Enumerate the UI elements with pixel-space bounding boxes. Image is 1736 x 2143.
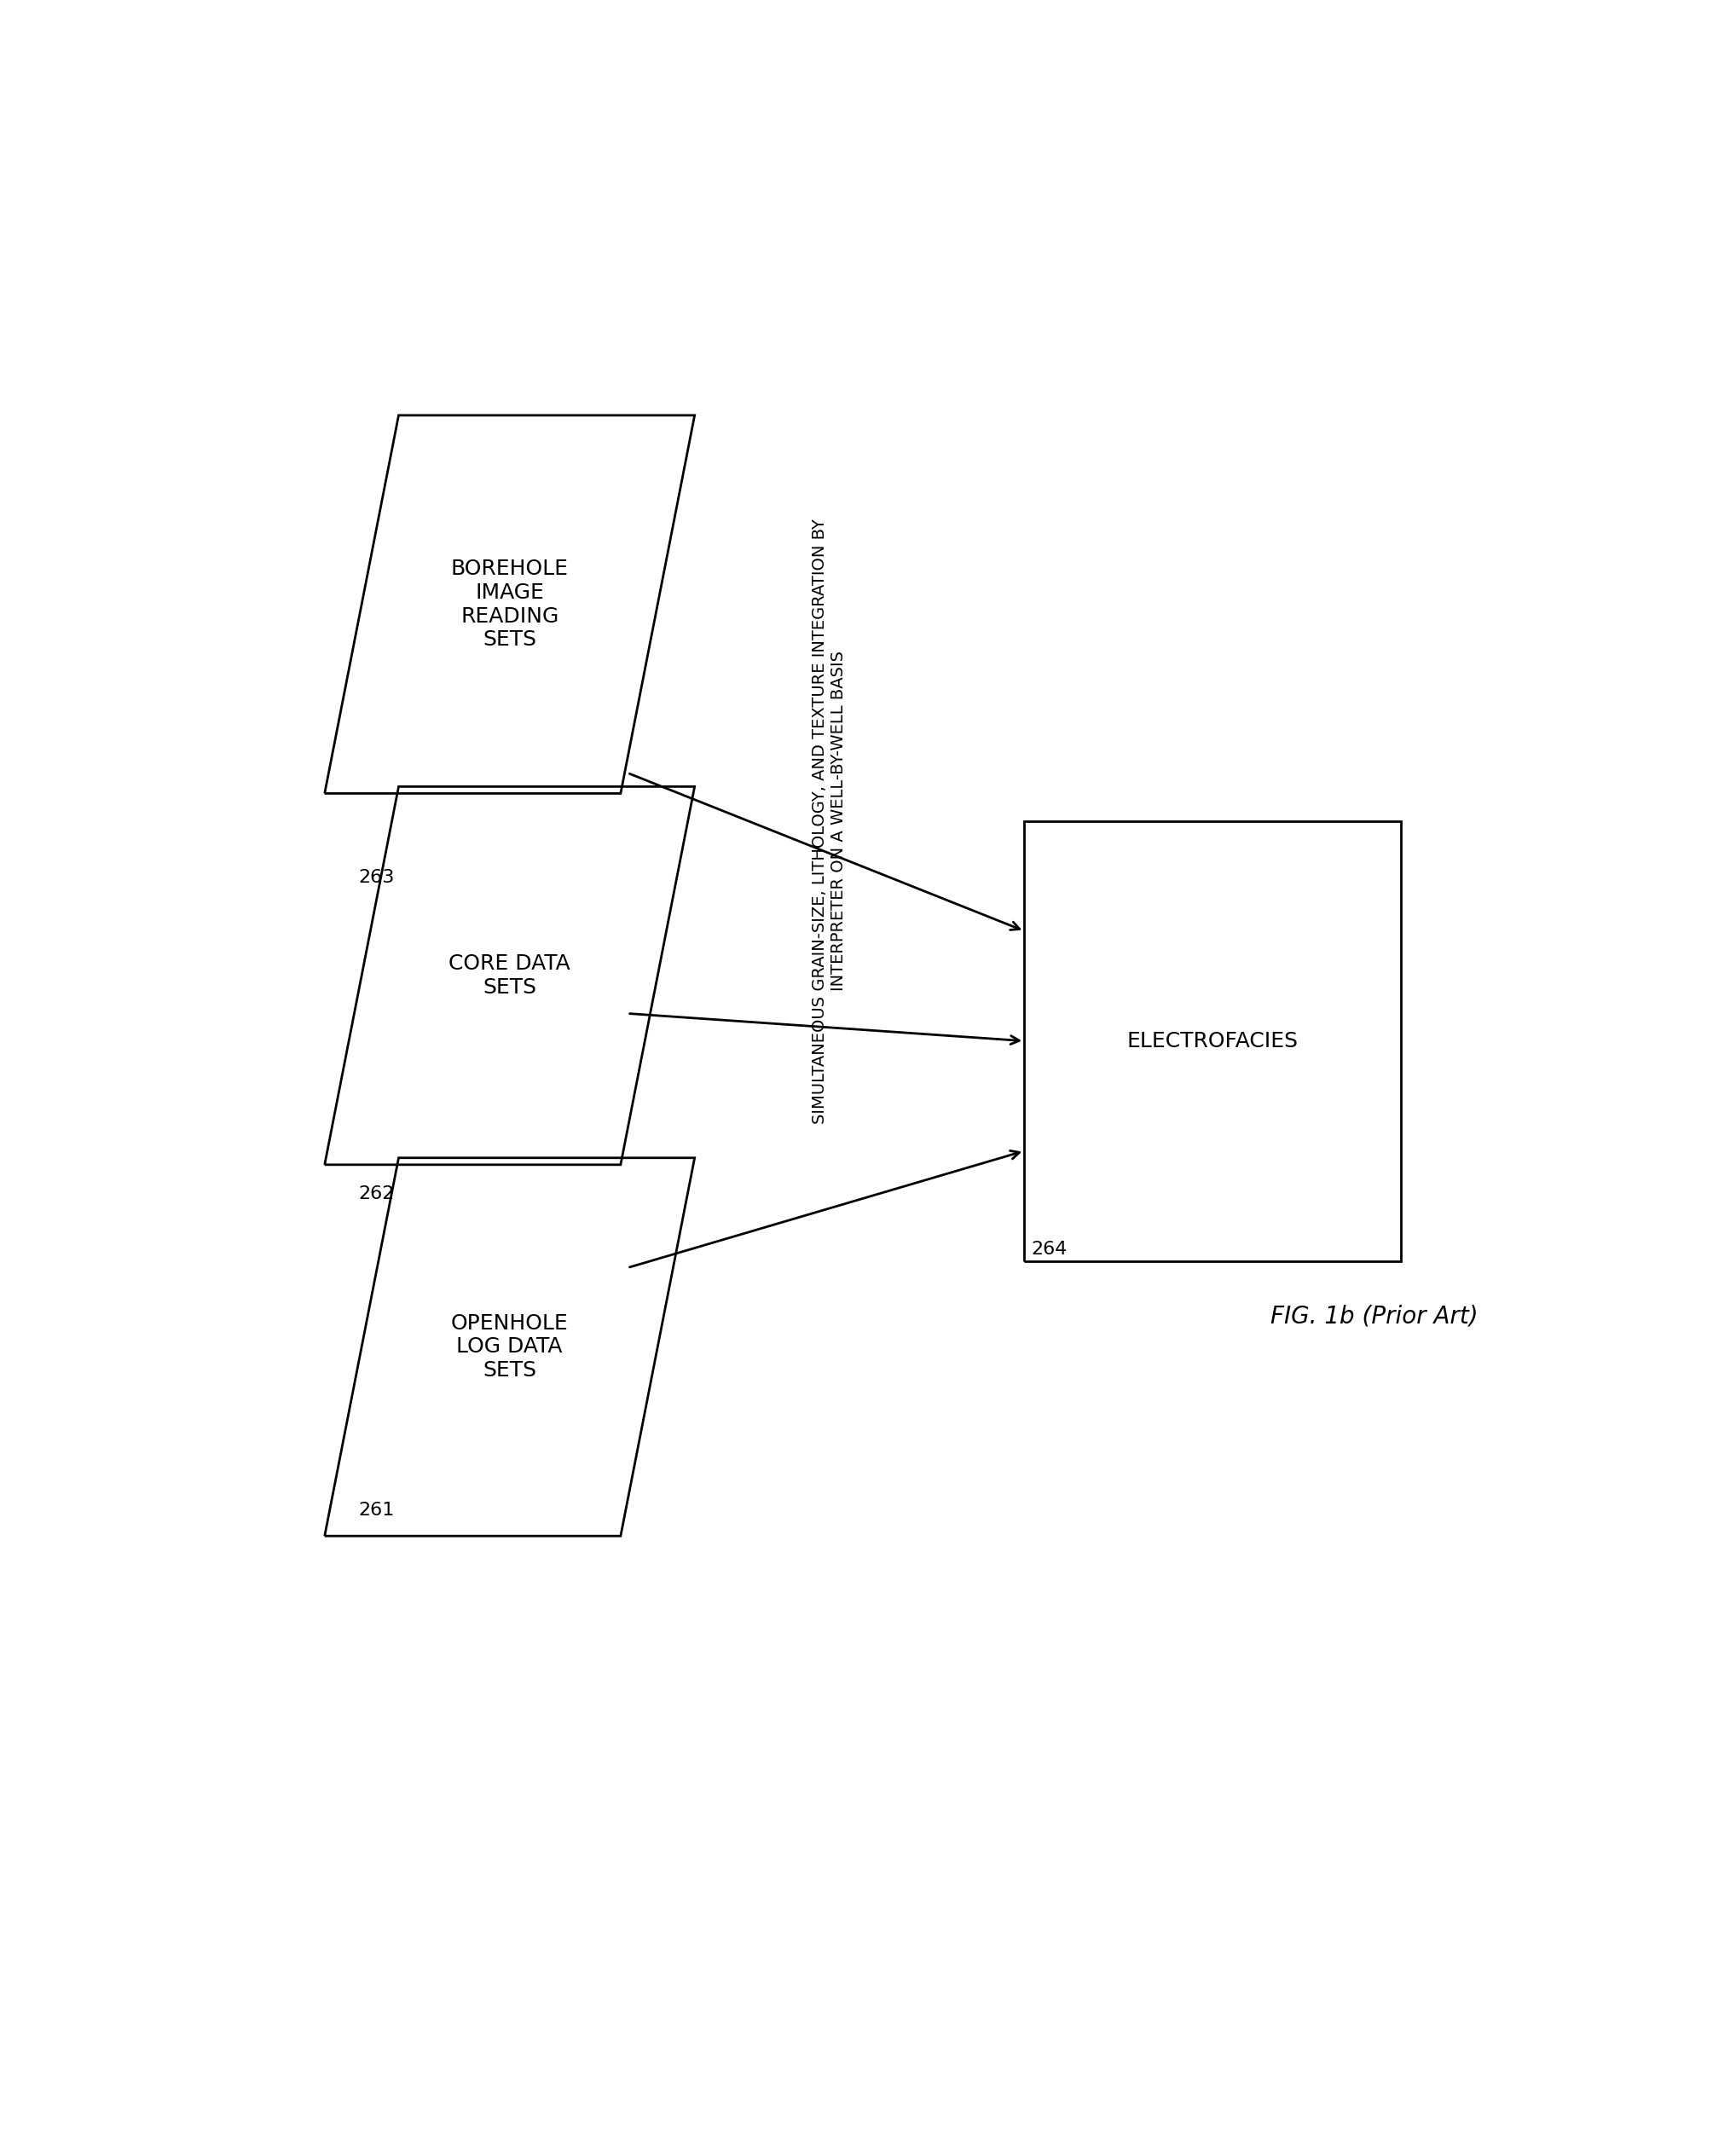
Polygon shape: [1024, 821, 1401, 1260]
Text: 263: 263: [358, 870, 394, 887]
Text: 261: 261: [358, 1502, 394, 1519]
Text: CORE DATA
SETS: CORE DATA SETS: [450, 954, 571, 999]
Text: OPENHOLE
LOG DATA
SETS: OPENHOLE LOG DATA SETS: [451, 1314, 568, 1380]
Text: 264: 264: [1031, 1241, 1068, 1258]
Text: BOREHOLE
IMAGE
READING
SETS: BOREHOLE IMAGE READING SETS: [451, 559, 568, 649]
Text: SIMULTANEOUS GRAIN-SIZE, LITHOLOGY, AND TEXTURE INTEGRATION BY
INTERPRETER ON A : SIMULTANEOUS GRAIN-SIZE, LITHOLOGY, AND …: [812, 519, 847, 1123]
Polygon shape: [325, 1157, 694, 1537]
Text: ELECTROFACIES: ELECTROFACIES: [1127, 1031, 1299, 1052]
Text: FIG. 1b (Prior Art): FIG. 1b (Prior Art): [1271, 1305, 1477, 1329]
Polygon shape: [325, 416, 694, 793]
Text: 262: 262: [358, 1185, 394, 1202]
Polygon shape: [325, 786, 694, 1166]
